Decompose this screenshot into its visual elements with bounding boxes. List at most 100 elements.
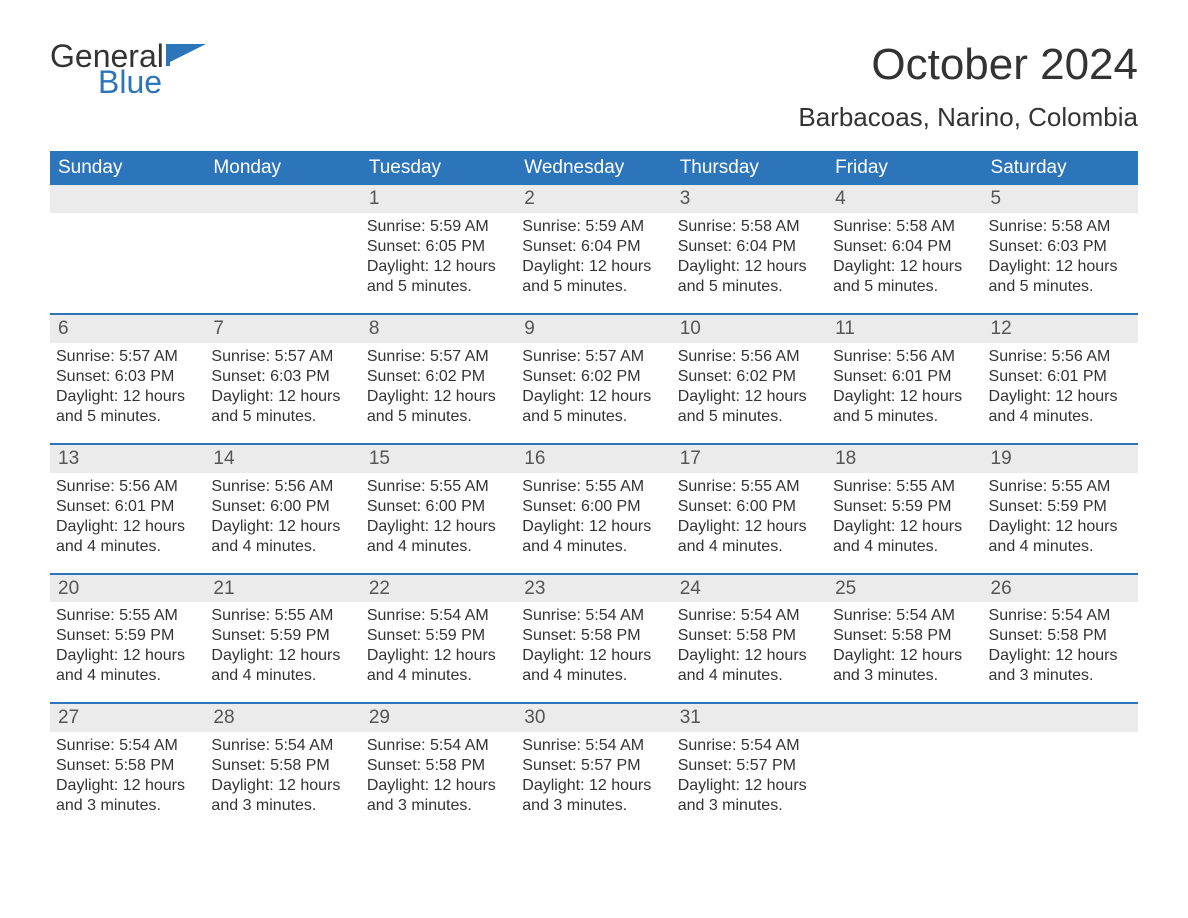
sunrise-line: Sunrise: 5:58 AM: [833, 217, 976, 237]
day-number: 8: [361, 315, 516, 343]
sunrise-line: Sunrise: 5:54 AM: [989, 606, 1132, 626]
day-number: 6: [50, 315, 205, 343]
day-number: 13: [50, 445, 205, 473]
day-cell: 5Sunrise: 5:58 AMSunset: 6:03 PMDaylight…: [983, 185, 1138, 313]
dow-header-row: SundayMondayTuesdayWednesdayThursdayFrid…: [50, 151, 1138, 185]
sunrise-line: Sunrise: 5:55 AM: [211, 606, 354, 626]
day-number: 20: [50, 575, 205, 603]
sunset-line: Sunset: 5:57 PM: [678, 756, 821, 776]
daylight-line: Daylight: 12 hours and 5 minutes.: [367, 257, 510, 297]
day-cell: 14Sunrise: 5:56 AMSunset: 6:00 PMDayligh…: [205, 445, 360, 573]
day-cell: 7Sunrise: 5:57 AMSunset: 6:03 PMDaylight…: [205, 315, 360, 443]
day-cell: 24Sunrise: 5:54 AMSunset: 5:58 PMDayligh…: [672, 575, 827, 703]
daylight-line: Daylight: 12 hours and 4 minutes.: [56, 517, 199, 557]
sunrise-line: Sunrise: 5:56 AM: [211, 477, 354, 497]
day-cell: 25Sunrise: 5:54 AMSunset: 5:58 PMDayligh…: [827, 575, 982, 703]
header: General Blue October 2024: [50, 40, 1138, 98]
sunrise-line: Sunrise: 5:57 AM: [56, 347, 199, 367]
day-cell: 18Sunrise: 5:55 AMSunset: 5:59 PMDayligh…: [827, 445, 982, 573]
sunrise-line: Sunrise: 5:54 AM: [211, 736, 354, 756]
sunrise-line: Sunrise: 5:56 AM: [56, 477, 199, 497]
sunset-line: Sunset: 5:58 PM: [522, 626, 665, 646]
location-subtitle: Barbacoas, Narino, Colombia: [50, 102, 1138, 133]
sunrise-line: Sunrise: 5:57 AM: [522, 347, 665, 367]
day-cell: 20Sunrise: 5:55 AMSunset: 5:59 PMDayligh…: [50, 575, 205, 703]
day-number: 10: [672, 315, 827, 343]
day-number: 26: [983, 575, 1138, 603]
dow-friday: Friday: [827, 151, 982, 185]
day-cell: 17 Sunrise: 5:55 AMSunset: 6:00 PMDayligh…: [672, 445, 827, 573]
day-number: 28: [205, 704, 360, 732]
daylight-line: Daylight: 12 hours and 3 minutes.: [367, 776, 510, 816]
day-cell: 12Sunrise: 5:56 AMSunset: 6:01 PMDayligh…: [983, 315, 1138, 443]
sunrise-line: Sunrise: 5:55 AM: [522, 477, 665, 497]
day-number: 16: [516, 445, 671, 473]
day-number: 25: [827, 575, 982, 603]
sunrise-line: Sunrise: 5:58 AM: [989, 217, 1132, 237]
sunset-line: Sunset: 5:59 PM: [833, 497, 976, 517]
daylight-line: Daylight: 12 hours and 4 minutes.: [678, 517, 821, 557]
day-cell: 19Sunrise: 5:55 AMSunset: 5:59 PMDayligh…: [983, 445, 1138, 573]
day-number: 21: [205, 575, 360, 603]
day-number: 19: [983, 445, 1138, 473]
sunset-line: Sunset: 6:03 PM: [56, 367, 199, 387]
sunset-line: Sunset: 5:59 PM: [989, 497, 1132, 517]
daylight-line: Daylight: 12 hours and 3 minutes.: [522, 776, 665, 816]
day-number: 17: [672, 445, 827, 473]
day-number: 30: [516, 704, 671, 732]
sunset-line: Sunset: 6:00 PM: [678, 497, 821, 517]
dow-tuesday: Tuesday: [361, 151, 516, 185]
day-cell: 3Sunrise: 5:58 AMSunset: 6:04 PMDaylight…: [672, 185, 827, 313]
sunset-line: Sunset: 6:00 PM: [367, 497, 510, 517]
sunset-line: Sunset: 5:59 PM: [211, 626, 354, 646]
daylight-line: Daylight: 12 hours and 5 minutes.: [678, 387, 821, 427]
sunrise-line: Sunrise: 5:55 AM: [833, 477, 976, 497]
daylight-line: Daylight: 12 hours and 3 minutes.: [989, 646, 1132, 686]
sunrise-line: Sunrise: 5:59 AM: [367, 217, 510, 237]
week-row: 20Sunrise: 5:55 AMSunset: 5:59 PMDayligh…: [50, 573, 1138, 703]
daylight-line: Daylight: 12 hours and 5 minutes.: [56, 387, 199, 427]
sunrise-line: Sunrise: 5:55 AM: [56, 606, 199, 626]
sunrise-line: Sunrise: 5:55 AM: [678, 477, 821, 497]
day-cell: 27Sunrise: 5:54 AMSunset: 5:58 PMDayligh…: [50, 704, 205, 832]
sunset-line: Sunset: 6:02 PM: [678, 367, 821, 387]
sunrise-line: Sunrise: 5:58 AM: [678, 217, 821, 237]
sunset-line: Sunset: 6:00 PM: [522, 497, 665, 517]
dow-saturday: Saturday: [983, 151, 1138, 185]
sunrise-line: Sunrise: 5:54 AM: [522, 736, 665, 756]
sunrise-line: Sunrise: 5:56 AM: [989, 347, 1132, 367]
sunset-line: Sunset: 6:01 PM: [833, 367, 976, 387]
day-cell: 9Sunrise: 5:57 AMSunset: 6:02 PMDaylight…: [516, 315, 671, 443]
sunrise-line: Sunrise: 5:54 AM: [678, 606, 821, 626]
day-cell: 10Sunrise: 5:56 AMSunset: 6:02 PMDayligh…: [672, 315, 827, 443]
sunrise-line: Sunrise: 5:55 AM: [989, 477, 1132, 497]
dow-thursday: Thursday: [672, 151, 827, 185]
day-number: 14: [205, 445, 360, 473]
daylight-line: Daylight: 12 hours and 4 minutes.: [367, 517, 510, 557]
daylight-line: Daylight: 12 hours and 5 minutes.: [678, 257, 821, 297]
day-cell: 2Sunrise: 5:59 AMSunset: 6:04 PMDaylight…: [516, 185, 671, 313]
week-row: 6Sunrise: 5:57 AMSunset: 6:03 PMDaylight…: [50, 313, 1138, 443]
sunrise-line: Sunrise: 5:54 AM: [367, 606, 510, 626]
sunset-line: Sunset: 5:58 PM: [56, 756, 199, 776]
day-number: 23: [516, 575, 671, 603]
day-empty: [205, 185, 360, 313]
dow-sunday: Sunday: [50, 151, 205, 185]
daylight-line: Daylight: 12 hours and 4 minutes.: [522, 646, 665, 686]
sunrise-line: Sunrise: 5:55 AM: [367, 477, 510, 497]
day-number: 22: [361, 575, 516, 603]
week-row: 13Sunrise: 5:56 AMSunset: 6:01 PMDayligh…: [50, 443, 1138, 573]
daylight-line: Daylight: 12 hours and 5 minutes.: [989, 257, 1132, 297]
day-cell: 21Sunrise: 5:55 AMSunset: 5:59 PMDayligh…: [205, 575, 360, 703]
day-number: 4: [827, 185, 982, 213]
daylight-line: Daylight: 12 hours and 3 minutes.: [833, 646, 976, 686]
sunset-line: Sunset: 6:04 PM: [833, 237, 976, 257]
day-cell: 6 Sunrise: 5:57 AMSunset: 6:03 PMDaylight…: [50, 315, 205, 443]
sunrise-line: Sunrise: 5:54 AM: [522, 606, 665, 626]
week-row: 27 Sunrise: 5:54 AM Sunset: 5:58 PM Dayligh…: [50, 702, 1138, 832]
daylight-line: Daylight: 12 hours and 5 minutes.: [211, 387, 354, 427]
day-number: 1: [361, 185, 516, 213]
sunset-line: Sunset: 6:00 PM: [211, 497, 354, 517]
sunrise-line: Sunrise: 5:54 AM: [367, 736, 510, 756]
day-number: 27: [50, 704, 205, 732]
